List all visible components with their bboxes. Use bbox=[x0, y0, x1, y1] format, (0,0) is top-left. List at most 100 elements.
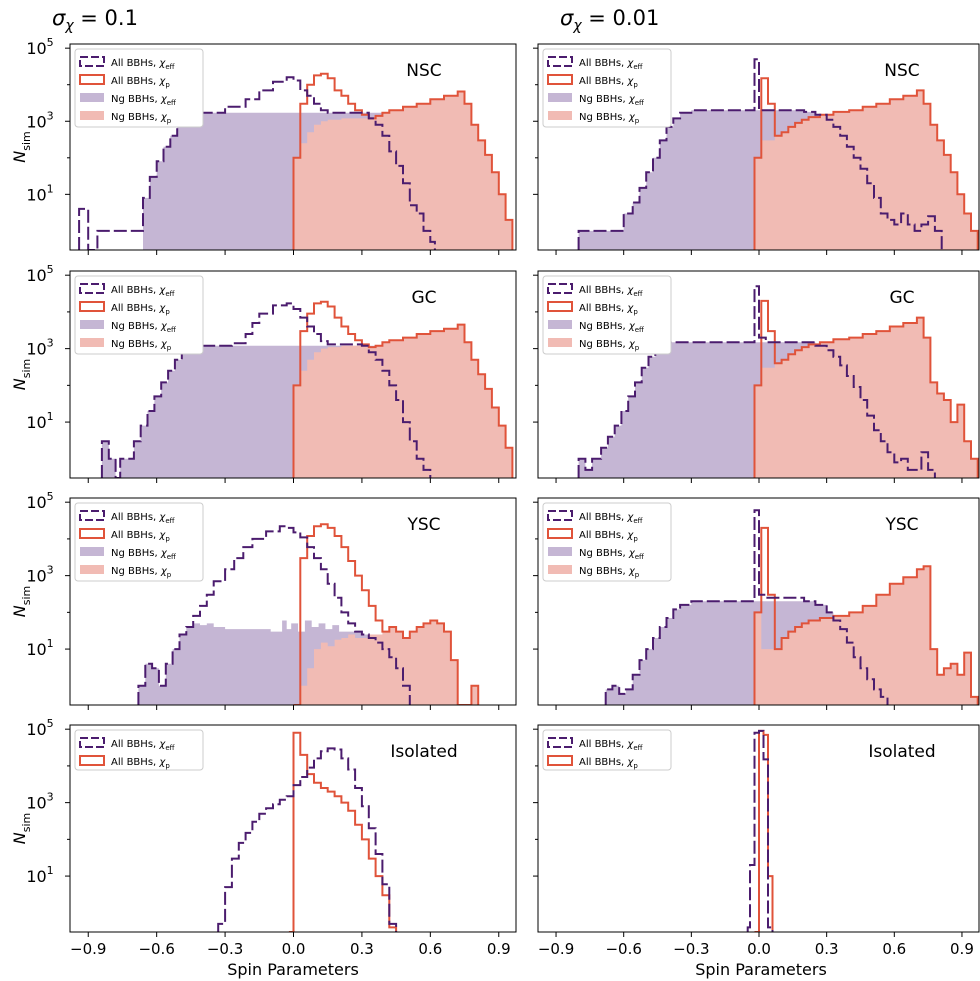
y-tick-label: 101 bbox=[26, 410, 53, 432]
legend-label-all-p: All BBHs, χp bbox=[579, 76, 638, 89]
panel-isolated-right: −0.9 −0.6 −0.3 0.0 0.3 0.6 0.9 Isolated All BBHs… bbox=[533, 724, 980, 958]
legend-label-ng-eff: Ng BBHs, χeff bbox=[111, 94, 176, 107]
legend-swatch-all-p bbox=[79, 301, 105, 312]
panel-gc-right: GC All BBHs, χeff All BBHs, χp Ng BBHs, χef… bbox=[533, 270, 980, 483]
legend-label-ng-p: Ng BBHs, χp bbox=[111, 112, 172, 125]
panel-label: YSC bbox=[406, 515, 440, 535]
panel-nsc-right: NSC All BBHs, χeff All BBHs, χp Ng BBHs, χe… bbox=[533, 43, 980, 255]
legend-swatch-all-eff bbox=[547, 56, 573, 67]
legend-swatch-ng-eff bbox=[548, 547, 572, 556]
legend-box bbox=[542, 48, 672, 128]
legend-swatch-all-eff bbox=[79, 283, 105, 294]
plot-area bbox=[577, 58, 979, 250]
legend-swatch-all-p bbox=[547, 528, 573, 539]
legend-label-ng-eff: Ng BBHs, χeff bbox=[579, 548, 644, 561]
x-tick-label: 0.3 bbox=[350, 940, 374, 958]
legend-label-ng-p: Ng BBHs, χp bbox=[579, 339, 640, 352]
legend-swatch-ng-p bbox=[80, 565, 104, 574]
y-tick-label: 103 bbox=[26, 791, 53, 813]
y-tick-label: 105 bbox=[26, 263, 53, 285]
legend-label-ng-p: Ng BBHs, χp bbox=[579, 112, 640, 125]
legend-swatch-all-eff bbox=[547, 737, 573, 748]
legend-box bbox=[542, 275, 672, 355]
legend: All BBHs, χeff All BBHs, χp Ng BBHs, χeff N… bbox=[74, 48, 204, 128]
x-tick-label: 0.0 bbox=[747, 940, 771, 958]
legend-label-all-p: All BBHs, χp bbox=[579, 757, 638, 770]
legend-label-all-eff: All BBHs, χeff bbox=[579, 512, 643, 525]
y-axis-label: Nsim bbox=[10, 813, 33, 844]
panel-label: YSC bbox=[884, 515, 918, 535]
legend: All BBHs, χeff All BBHs, χp Ng BBHs, χeff N… bbox=[542, 502, 672, 582]
plot-area bbox=[577, 285, 979, 478]
plot-area bbox=[604, 509, 979, 705]
all-eff-step bbox=[100, 302, 432, 478]
all-eff-step bbox=[604, 509, 889, 705]
plot-area bbox=[137, 523, 480, 705]
all-p-step bbox=[753, 526, 979, 705]
y-axis-label: Nsim bbox=[10, 131, 33, 162]
legend-label-all-eff: All BBHs, χeff bbox=[579, 285, 643, 298]
legend-box bbox=[542, 502, 672, 582]
panel-label: Isolated bbox=[868, 742, 935, 762]
all-eff-step bbox=[746, 729, 774, 932]
ng-p-fill bbox=[754, 317, 978, 478]
legend-swatch-ng-p bbox=[548, 338, 572, 347]
legend-label-all-p: All BBHs, χp bbox=[111, 530, 170, 543]
legend-box bbox=[74, 502, 204, 582]
ng-p-fill bbox=[754, 566, 978, 705]
ng-p-fill bbox=[754, 90, 978, 250]
legend-swatch-all-eff bbox=[547, 510, 573, 521]
plot-area bbox=[217, 731, 398, 932]
y-tick-label: 105 bbox=[26, 717, 53, 739]
all-eff-step bbox=[137, 525, 411, 705]
y-tick-label: 103 bbox=[26, 564, 53, 586]
legend-label-all-eff: All BBHs, χeff bbox=[579, 58, 643, 71]
column-title-left: σχ = 0.1 bbox=[52, 6, 138, 34]
legend-swatch-ng-eff bbox=[80, 93, 104, 102]
legend-swatch-ng-p bbox=[80, 338, 104, 347]
legend-swatch-ng-eff bbox=[548, 93, 572, 102]
legend-swatch-all-p bbox=[547, 301, 573, 312]
x-tick-label: 0.9 bbox=[950, 940, 974, 958]
legend: All BBHs, χeff All BBHs, χp Ng BBHs, χeff N… bbox=[542, 48, 672, 128]
panel-ysc-right: YSC All BBHs, χeff All BBHs, χp Ng BBHs, χe… bbox=[533, 497, 980, 710]
legend-box bbox=[542, 729, 672, 771]
x-tick-label: 0.6 bbox=[882, 940, 906, 958]
legend-label-ng-p: Ng BBHs, χp bbox=[111, 566, 172, 579]
x-tick-label: 0.3 bbox=[815, 940, 839, 958]
x-tick-label: −0.3 bbox=[673, 940, 709, 958]
legend-label-all-eff: All BBHs, χeff bbox=[111, 58, 175, 71]
x-tick-label: −0.6 bbox=[138, 940, 174, 958]
all-p-step bbox=[292, 72, 514, 250]
x-axis-label-right: Spin Parameters bbox=[695, 960, 827, 979]
y-tick-label: 101 bbox=[26, 864, 53, 886]
legend-swatch-ng-p bbox=[548, 111, 572, 120]
legend-label-all-eff: All BBHs, χeff bbox=[111, 512, 175, 525]
panel-label: Isolated bbox=[390, 742, 457, 762]
x-tick-label: 0.6 bbox=[418, 940, 442, 958]
legend-swatch-all-eff bbox=[79, 737, 105, 748]
legend-swatch-all-p bbox=[79, 755, 105, 766]
y-axis-label: Nsim bbox=[10, 359, 33, 390]
legend: All BBHs, χeff All BBHs, χp Ng BBHs, χeff N… bbox=[542, 275, 672, 355]
legend-label-all-eff: All BBHs, χeff bbox=[111, 285, 175, 298]
legend: All BBHs, χeff All BBHs, χp Ng BBHs, χeff N… bbox=[74, 275, 204, 355]
legend-swatch-ng-eff bbox=[80, 547, 104, 556]
legend-box bbox=[74, 275, 204, 355]
all-eff-step bbox=[78, 76, 436, 250]
legend-swatch-all-p bbox=[79, 528, 105, 539]
legend: All BBHs, χeff All BBHs, χp Ng BBHs, χeff N… bbox=[74, 502, 204, 582]
x-tick-label: −0.6 bbox=[605, 940, 641, 958]
panel-label: GC bbox=[411, 288, 436, 308]
legend-box bbox=[74, 48, 204, 128]
legend-label-all-eff: All BBHs, χeff bbox=[111, 739, 175, 752]
legend-swatch-ng-p bbox=[80, 111, 104, 120]
legend-swatch-ng-eff bbox=[80, 320, 104, 329]
legend-label-ng-eff: Ng BBHs, χeff bbox=[111, 321, 176, 334]
legend-label-all-p: All BBHs, χp bbox=[111, 303, 170, 316]
x-tick-label: 0.9 bbox=[487, 940, 511, 958]
legend-label-ng-p: Ng BBHs, χp bbox=[111, 339, 172, 352]
